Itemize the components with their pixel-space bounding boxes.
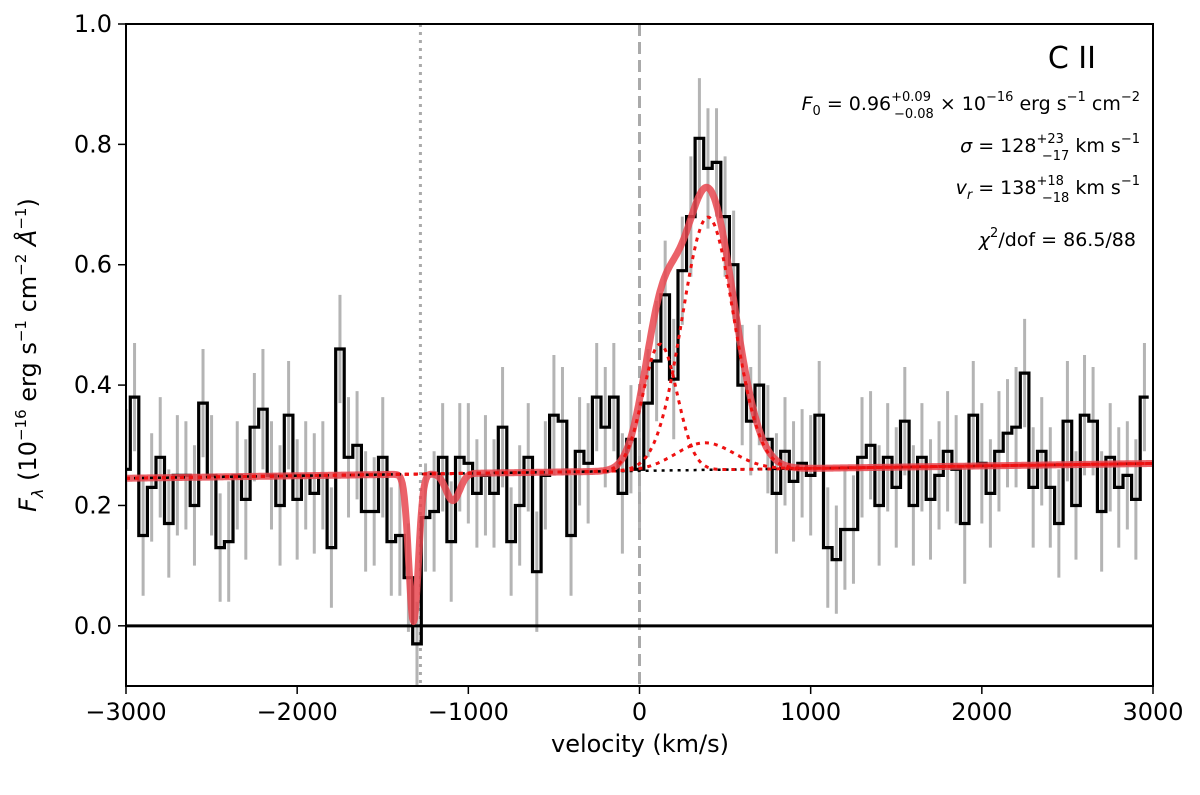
x-tick-label: 2000: [951, 698, 1012, 726]
y-tick-label: 0.6: [74, 251, 112, 279]
y-axis-label: Fλ (10−16 erg s−1 cm−2 Å−1): [12, 198, 47, 512]
sigma-annotation: σ = 128+23 −17 km s−1: [960, 132, 1140, 164]
axis-ticks: −3000 −2000 −1000 0 1000 2000 3000 0.0 0.2 0.4 0.6…: [74, 10, 1184, 726]
plot-content: [126, 24, 1153, 686]
x-tick-label: 0: [632, 698, 647, 726]
ion-label: C II: [1048, 41, 1096, 76]
chi2-annotation: χ2/dof = 86.5/88: [978, 226, 1136, 251]
x-axis-label: velocity (km/s): [551, 730, 729, 758]
y-tick-label: 1.0: [74, 10, 112, 38]
y-tick-label: 0.2: [74, 491, 112, 519]
y-tick-label: 0.8: [74, 130, 112, 158]
flux-annotation: F0 = 0.96+0.09 −0.08 × 10−16 erg s−1 cm−2: [802, 90, 1140, 122]
data-step-line: [126, 136, 1149, 646]
x-tick-label: −1000: [428, 698, 509, 726]
x-tick-label: −3000: [85, 698, 166, 726]
vr-annotation: vr = 138+18 −18 km s−1: [956, 174, 1140, 206]
plot-area: [126, 24, 1153, 686]
gaussian-component-line: [126, 441, 1153, 480]
x-tick-label: 1000: [780, 698, 841, 726]
y-tick-label: 0.0: [74, 612, 112, 640]
y-tick-label: 0.4: [74, 371, 112, 399]
x-tick-label: −2000: [257, 698, 338, 726]
x-tick-label: 3000: [1122, 698, 1183, 726]
